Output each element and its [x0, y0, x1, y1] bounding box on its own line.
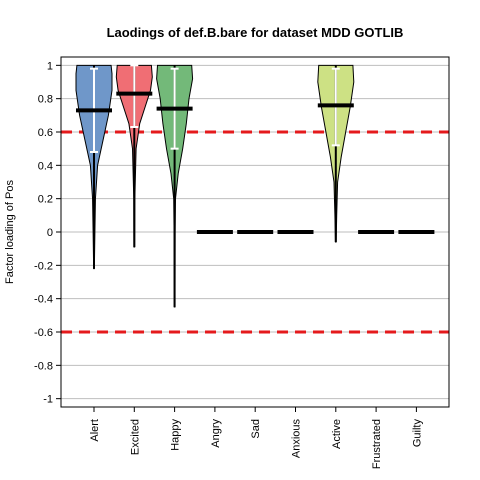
- y-tick-label: 0.6: [38, 127, 53, 139]
- x-tick-label: Happy: [170, 419, 182, 451]
- y-tick-label: -0.4: [34, 294, 53, 306]
- reference-lines: [61, 130, 449, 334]
- plot-frame: [60, 56, 450, 408]
- x-tick-label: Angry: [210, 419, 222, 448]
- y-tick-label: -0.6: [34, 327, 53, 339]
- y-tick-label: 0: [47, 227, 53, 239]
- y-axis-title: Factor loading of Pos: [4, 180, 16, 284]
- axes: 1 0.8 0.6 0.4 0.2 0 -0.2 -0.4 -0.6 -0.8 -1 Alert Exc…: [34, 60, 423, 469]
- violin-active: [317, 64, 355, 243]
- violin-happy: [156, 64, 194, 308]
- y-tick-label: 1: [47, 60, 53, 72]
- violins: [75, 64, 435, 308]
- x-tick-label: Guilty: [411, 419, 423, 448]
- y-tick-label: -0.8: [34, 360, 53, 372]
- y-tick-label: 0.8: [38, 94, 53, 106]
- y-tick-label: 0.2: [38, 194, 53, 206]
- y-tick-label: 0.4: [38, 160, 53, 172]
- x-tick-label: Alert: [89, 419, 101, 442]
- y-tick-label: -1: [43, 394, 53, 406]
- x-tick-label: Sad: [250, 419, 262, 439]
- x-tick-label: Excited: [129, 419, 141, 455]
- chart-title: Laodings of def.B.bare for dataset MDD G…: [107, 25, 404, 40]
- x-tick-label: Frustrated: [371, 419, 383, 469]
- x-tick-label: Active: [331, 419, 343, 449]
- violin-alert: [75, 64, 113, 270]
- y-tick-label: -0.2: [34, 260, 53, 272]
- x-tick-label: Anxious: [291, 419, 303, 459]
- violin-excited: [115, 64, 153, 248]
